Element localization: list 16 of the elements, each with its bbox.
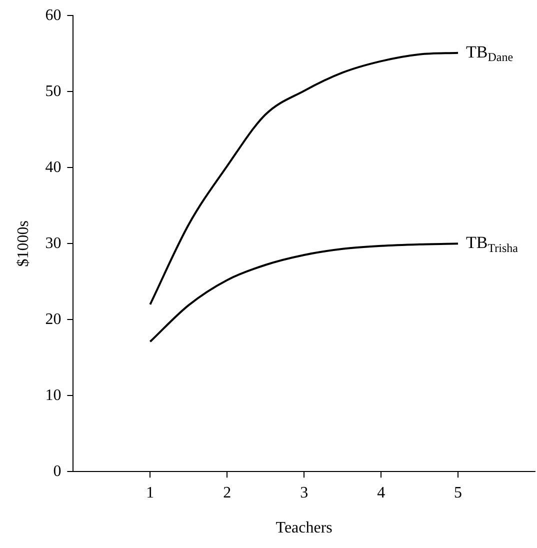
x-tick-label: 3 bbox=[300, 484, 308, 502]
y-tick-label: 0 bbox=[53, 462, 62, 480]
x-tick-label: 4 bbox=[377, 484, 386, 502]
x-tick-label: 2 bbox=[223, 484, 232, 502]
y-axis-title: $1000s bbox=[14, 220, 32, 267]
y-tick-label: 20 bbox=[45, 310, 62, 328]
x-axis-title: Teachers bbox=[276, 520, 332, 537]
y-tick-label: 30 bbox=[45, 234, 62, 252]
line-series bbox=[149, 52, 460, 306]
x-tick-label: 1 bbox=[146, 484, 154, 502]
line-series bbox=[149, 242, 460, 343]
y-tick-label: 40 bbox=[45, 158, 62, 176]
y-tick-label: 60 bbox=[45, 6, 62, 24]
y-tick-label: 10 bbox=[45, 386, 62, 404]
x-tick-label: 5 bbox=[454, 484, 462, 502]
y-tick-label: 50 bbox=[45, 82, 62, 100]
